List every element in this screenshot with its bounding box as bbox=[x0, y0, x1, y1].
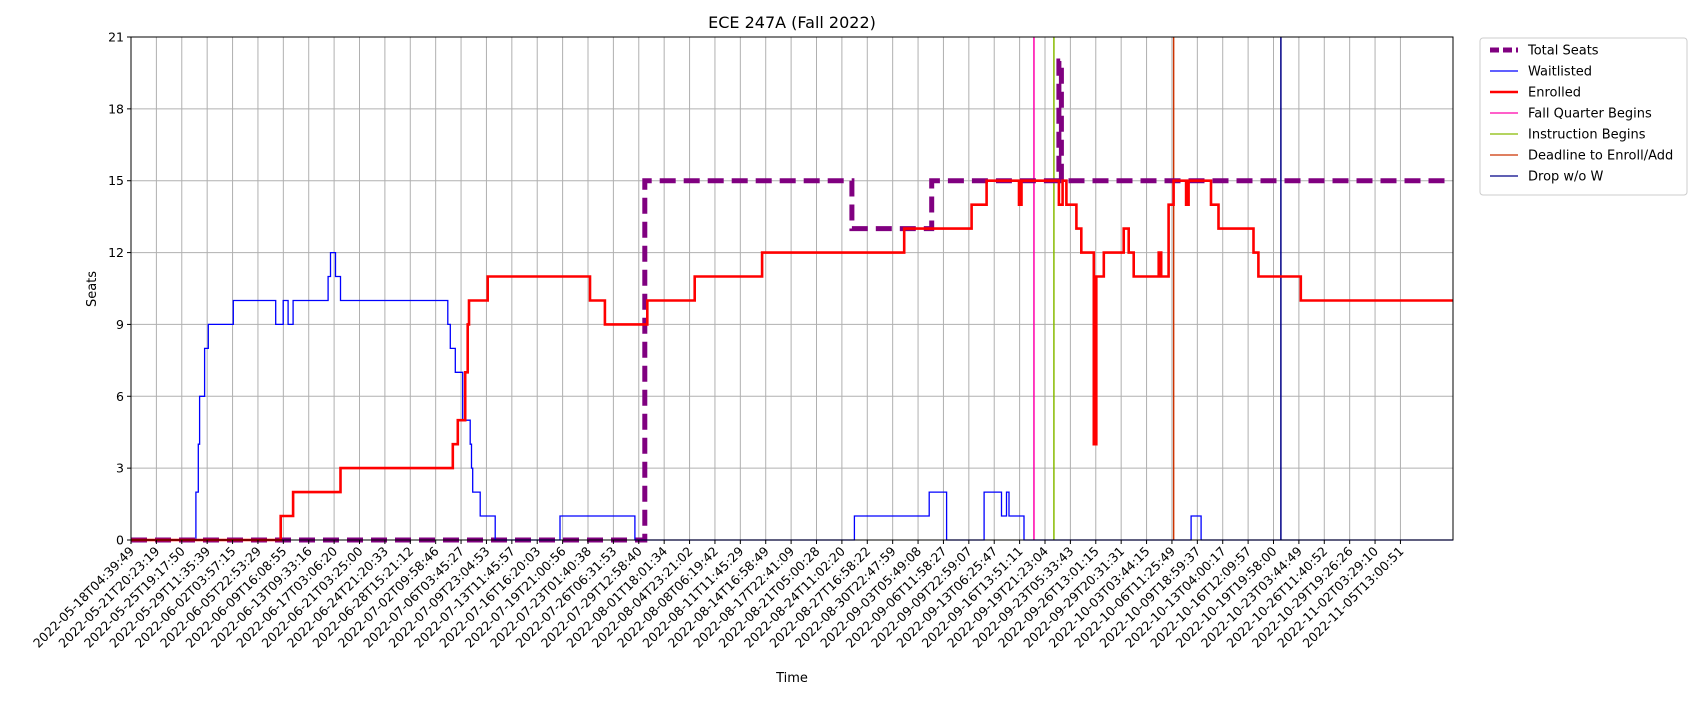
legend-box bbox=[1479, 37, 1688, 196]
y-tick-label: 3 bbox=[116, 461, 124, 476]
plot-area-frame bbox=[130, 36, 1454, 541]
y-tick-label: 0 bbox=[116, 533, 124, 548]
x-axis-label: Time bbox=[775, 671, 808, 686]
legend-label: Waitlisted bbox=[1528, 65, 1592, 80]
y-tick-label: 9 bbox=[116, 317, 124, 332]
y-axis-label: Seats bbox=[85, 271, 100, 307]
legend-label: Total Seats bbox=[1527, 44, 1599, 59]
y-tick-label: 15 bbox=[108, 173, 124, 188]
legend-label: Deadline to Enroll/Add bbox=[1528, 149, 1673, 164]
data-series bbox=[131, 58, 1453, 543]
y-tick-label: 6 bbox=[116, 389, 124, 404]
legend-label: Drop w/o W bbox=[1528, 170, 1604, 185]
legend-label: Instruction Begins bbox=[1528, 128, 1646, 143]
y-tick-label: 21 bbox=[108, 30, 124, 45]
y-axis-ticks: 0 3 6 9 12 15 18 21 bbox=[108, 30, 131, 548]
y-tick-label: 12 bbox=[108, 245, 124, 260]
y-tick-label: 18 bbox=[108, 101, 124, 116]
grid bbox=[130, 36, 1453, 541]
legend-label: Enrolled bbox=[1528, 86, 1581, 101]
event-lines bbox=[1033, 37, 1282, 540]
series-line bbox=[131, 251, 1453, 541]
chart-title: ECE 247A (Fall 2022) bbox=[708, 13, 876, 32]
series-line bbox=[131, 58, 1453, 543]
legend-label: Fall Quarter Begins bbox=[1528, 107, 1652, 122]
series-line bbox=[131, 179, 1453, 542]
legend: Total Seats Waitlisted Enrolled Fall Quarte… bbox=[1479, 37, 1688, 196]
x-axis-ticks: 2022-05-18T04:39:492022-05-21T20:23:1920… bbox=[30, 540, 1407, 651]
